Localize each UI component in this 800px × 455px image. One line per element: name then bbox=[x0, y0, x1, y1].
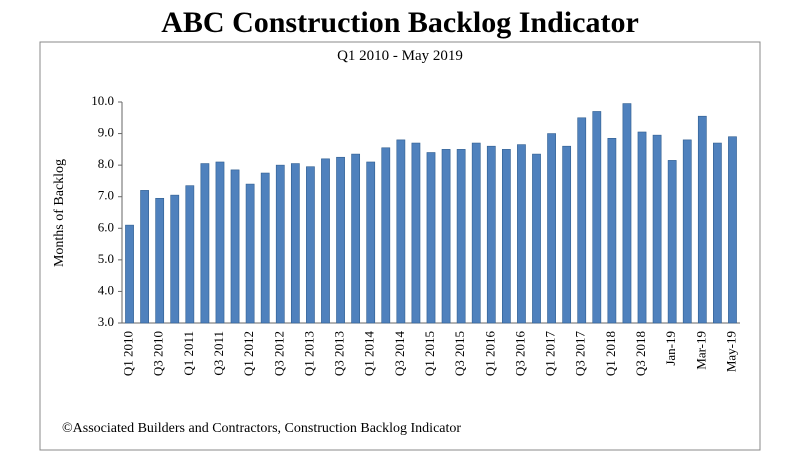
x-tick-label: Q1 2015 bbox=[422, 331, 437, 376]
x-tick-label: Q3 2015 bbox=[452, 331, 467, 376]
y-tick-label: 6.0 bbox=[98, 219, 114, 234]
x-tick-label: Q3 2016 bbox=[512, 331, 527, 377]
bar bbox=[592, 111, 602, 324]
y-axis-label: Months of Backlog bbox=[52, 159, 67, 267]
x-tick-label: Q1 2011 bbox=[181, 331, 196, 376]
bar bbox=[607, 138, 617, 324]
x-tick-label: Q1 2017 bbox=[543, 331, 558, 377]
x-tick-label: May-19 bbox=[723, 331, 738, 372]
bar bbox=[667, 160, 677, 324]
x-tick-label: Q3 2018 bbox=[633, 331, 648, 376]
bar bbox=[200, 163, 210, 324]
chart-subtitle: Q1 2010 - May 2019 bbox=[337, 48, 463, 64]
y-tick-label: 5.0 bbox=[98, 251, 114, 266]
bar bbox=[486, 145, 496, 324]
bar bbox=[321, 158, 330, 324]
bar bbox=[622, 103, 632, 324]
bar bbox=[577, 117, 587, 324]
bar bbox=[471, 142, 481, 324]
y-tick-label: 10.0 bbox=[91, 93, 114, 108]
bar bbox=[532, 153, 541, 324]
bar bbox=[713, 142, 722, 324]
x-tick-label: Q1 2012 bbox=[241, 331, 256, 376]
bar bbox=[185, 185, 195, 324]
bar bbox=[245, 183, 255, 324]
bar bbox=[275, 164, 285, 324]
x-tick-label: Q1 2014 bbox=[362, 331, 377, 377]
bar bbox=[260, 172, 270, 324]
x-tick-label: Q1 2016 bbox=[482, 331, 497, 377]
x-tick-label: Q3 2014 bbox=[392, 331, 407, 377]
y-tick-label: 3.0 bbox=[98, 314, 114, 329]
bar bbox=[140, 190, 149, 324]
chart-frame bbox=[39, 41, 761, 451]
bar bbox=[697, 115, 707, 324]
x-tick-label: Q1 2013 bbox=[301, 331, 316, 376]
x-tick-label: Q3 2017 bbox=[573, 331, 588, 377]
x-tick-label: Jan-19 bbox=[663, 331, 678, 366]
x-tick-label: Q1 2010 bbox=[121, 331, 136, 376]
bar bbox=[396, 139, 406, 324]
x-tick-label: Q3 2011 bbox=[211, 331, 226, 376]
bar bbox=[517, 144, 526, 324]
y-tick-label: 4.0 bbox=[98, 282, 114, 297]
x-tick-label: Q3 2013 bbox=[332, 331, 347, 376]
bar bbox=[728, 136, 737, 324]
bar bbox=[290, 163, 300, 324]
bar bbox=[351, 153, 361, 324]
bar bbox=[366, 161, 376, 324]
bar bbox=[381, 147, 391, 324]
bar bbox=[215, 161, 225, 324]
bar bbox=[155, 197, 165, 324]
bar bbox=[170, 194, 180, 324]
bar bbox=[652, 134, 662, 324]
bar bbox=[562, 145, 572, 324]
x-tick-label: Q3 2012 bbox=[271, 331, 286, 376]
y-tick-label: 7.0 bbox=[98, 188, 114, 203]
chart-title: ABC Construction Backlog Indicator bbox=[161, 6, 639, 39]
x-tick-label: Q1 2018 bbox=[603, 331, 618, 376]
bar bbox=[456, 149, 466, 324]
bar bbox=[501, 149, 511, 324]
bar bbox=[336, 156, 345, 324]
x-tick-label: Mar-19 bbox=[693, 331, 708, 370]
bar bbox=[637, 131, 647, 324]
x-tick-label: Q3 2010 bbox=[151, 331, 166, 376]
bar bbox=[426, 152, 436, 324]
bar bbox=[230, 169, 240, 324]
y-tick-label: 8.0 bbox=[98, 156, 114, 171]
bar bbox=[441, 149, 451, 324]
bar bbox=[125, 224, 134, 324]
bar bbox=[547, 133, 556, 324]
bar bbox=[682, 139, 692, 324]
bar bbox=[411, 142, 421, 324]
y-tick-label: 9.0 bbox=[98, 125, 114, 140]
bar bbox=[306, 166, 315, 324]
footer: ©Associated Builders and Contractors, Co… bbox=[62, 421, 461, 436]
